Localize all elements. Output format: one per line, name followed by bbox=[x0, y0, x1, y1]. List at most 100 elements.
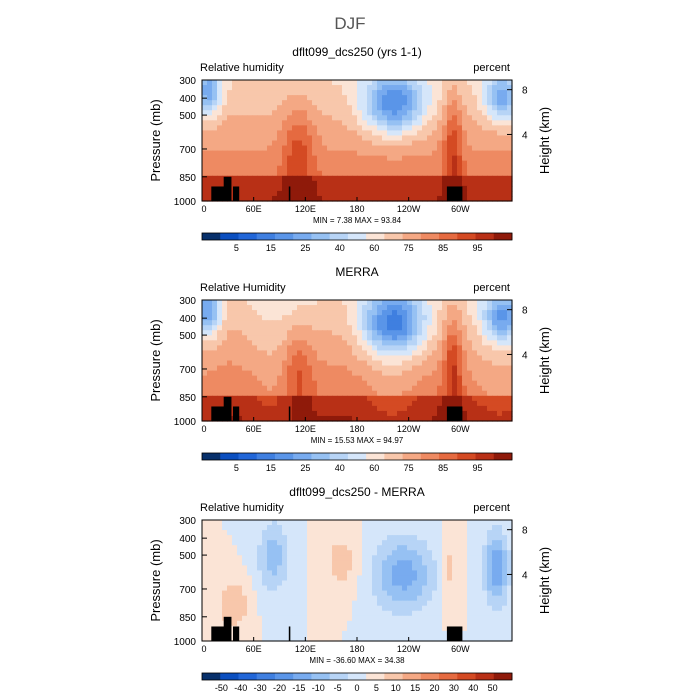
heatmap-cell bbox=[422, 175, 428, 182]
heatmap-cell bbox=[432, 365, 438, 372]
heatmap-cell bbox=[257, 585, 263, 592]
heatmap-cell bbox=[332, 350, 338, 357]
heatmap-cell bbox=[332, 400, 338, 407]
heatmap-cell bbox=[372, 105, 378, 111]
heatmap-cell bbox=[342, 305, 348, 311]
heatmap-cell bbox=[227, 365, 233, 372]
heatmap-cell bbox=[207, 120, 213, 126]
heatmap-cell bbox=[342, 320, 348, 326]
heatmap-cell bbox=[467, 120, 473, 126]
heatmap-cell bbox=[362, 100, 368, 106]
heatmap-cell bbox=[247, 595, 253, 602]
heatmap-cell bbox=[282, 305, 288, 311]
heatmap-cell bbox=[292, 80, 298, 86]
heatmap-cell bbox=[277, 370, 283, 377]
heatmap-cell bbox=[327, 160, 333, 167]
heatmap-cell bbox=[307, 105, 313, 111]
heatmap-cell bbox=[437, 585, 443, 592]
heatmap-cell bbox=[202, 590, 208, 597]
heatmap-cell bbox=[447, 520, 453, 526]
heatmap-cell bbox=[502, 355, 508, 362]
heatmap-cell bbox=[477, 340, 483, 346]
heatmap-cell bbox=[297, 100, 303, 106]
heatmap-cell bbox=[407, 595, 413, 602]
heatmap-cell bbox=[242, 315, 248, 321]
heatmap-cell bbox=[497, 560, 503, 566]
heatmap-cell bbox=[402, 310, 408, 316]
heatmap-cell bbox=[317, 540, 323, 546]
heatmap-cell bbox=[377, 625, 383, 632]
heatmap-cell bbox=[462, 185, 468, 192]
heatmap-cell bbox=[407, 405, 413, 412]
heatmap-cell bbox=[257, 600, 263, 607]
heatmap-cell bbox=[487, 385, 493, 392]
heatmap-cell bbox=[217, 340, 223, 346]
heatmap-cell bbox=[392, 305, 398, 311]
heatmap-cell bbox=[257, 380, 263, 387]
heatmap-cell bbox=[402, 110, 408, 116]
heatmap-cell bbox=[327, 405, 333, 412]
heatmap-cell bbox=[472, 625, 478, 632]
heatmap-cell bbox=[212, 560, 218, 566]
heatmap-cell bbox=[302, 85, 308, 91]
heatmap-cell bbox=[337, 540, 343, 546]
heatmap-cell bbox=[267, 140, 273, 147]
heatmap-cell bbox=[422, 355, 428, 362]
heatmap-cell bbox=[207, 85, 213, 91]
heatmap-cell bbox=[347, 550, 353, 556]
heatmap-cell bbox=[442, 95, 448, 101]
heatmap-cell bbox=[332, 585, 338, 592]
heatmap-cell bbox=[292, 540, 298, 546]
heatmap-cell bbox=[412, 630, 418, 637]
heatmap-cell bbox=[222, 110, 228, 116]
heatmap-cell bbox=[472, 415, 478, 422]
heatmap-cell bbox=[447, 90, 453, 96]
heatmap-cell bbox=[482, 355, 488, 362]
heatmap-cell bbox=[487, 580, 493, 587]
heatmap-cell bbox=[352, 610, 358, 617]
heatmap-cell bbox=[507, 90, 513, 96]
heatmap-cell bbox=[332, 535, 338, 541]
heatmap-cell bbox=[432, 620, 438, 627]
heatmap-cell bbox=[502, 105, 508, 111]
heatmap-cell bbox=[392, 585, 398, 592]
heatmap-cell bbox=[327, 350, 333, 357]
heatmap-cell bbox=[367, 545, 373, 551]
heatmap-cell bbox=[387, 335, 393, 341]
heatmap-cell bbox=[337, 520, 343, 526]
heatmap-cell bbox=[367, 95, 373, 101]
heatmap-cell bbox=[287, 310, 293, 316]
heatmap-cell bbox=[202, 585, 208, 592]
heatmap-cell bbox=[242, 570, 248, 577]
heatmap-cell bbox=[242, 575, 248, 582]
figure-title: DJF bbox=[334, 14, 365, 33]
heatmap-cell bbox=[217, 150, 223, 157]
heatmap-cell bbox=[507, 160, 513, 167]
heatmap-cell bbox=[462, 325, 468, 331]
heatmap-cell bbox=[402, 155, 408, 162]
heatmap-cell bbox=[452, 125, 458, 132]
heatmap-cell bbox=[327, 395, 333, 402]
heatmap-cell bbox=[297, 110, 303, 116]
heatmap-cell bbox=[262, 395, 268, 402]
heatmap-cell bbox=[277, 600, 283, 607]
heatmap-cell bbox=[427, 520, 433, 526]
heatmap-cell bbox=[322, 395, 328, 402]
heatmap-cell bbox=[272, 340, 278, 346]
heatmap-cell bbox=[472, 90, 478, 96]
heatmap-cell bbox=[412, 625, 418, 632]
heatmap-cell bbox=[242, 365, 248, 372]
heatmap-cell bbox=[442, 170, 448, 177]
colorbar-swatch bbox=[439, 673, 458, 680]
heatmap-cell bbox=[437, 320, 443, 326]
heatmap-cell bbox=[502, 405, 508, 412]
heatmap-cell bbox=[342, 145, 348, 152]
heatmap-cell bbox=[372, 375, 378, 382]
colorbar-label: 15 bbox=[410, 683, 420, 693]
heatmap-cell bbox=[472, 330, 478, 336]
heatmap-cell bbox=[307, 355, 313, 362]
heatmap-cell bbox=[302, 150, 308, 157]
heatmap-cell bbox=[482, 345, 488, 352]
heatmap-cell bbox=[357, 105, 363, 111]
heatmap-cell bbox=[507, 125, 513, 132]
